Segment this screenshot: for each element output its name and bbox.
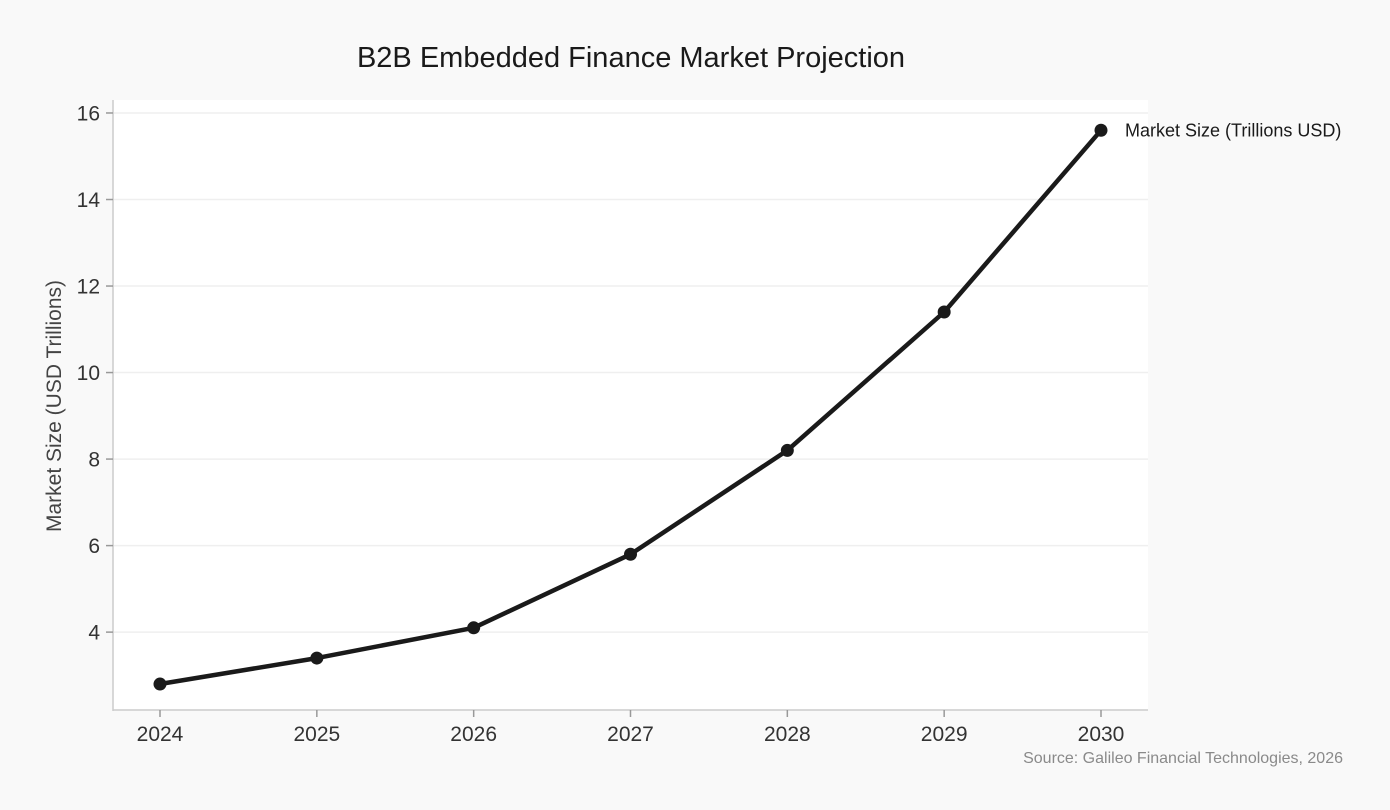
y-tick-label-4: 4	[88, 622, 100, 645]
y-tick-label-16: 16	[77, 102, 100, 125]
data-point-2028	[780, 443, 794, 457]
plot-area	[113, 100, 1148, 710]
x-tick-label-2029: 2029	[921, 723, 968, 746]
data-point-2030	[1094, 123, 1108, 137]
y-axis-ticks: 4 6 8 10 12 14 16	[77, 102, 113, 645]
y-axis-label: Market Size (USD Trillions)	[43, 280, 66, 532]
x-tick-label-2028: 2028	[764, 723, 811, 746]
data-point-2024	[153, 677, 167, 691]
data-points	[153, 123, 1108, 691]
y-tick-label-14: 14	[77, 189, 101, 212]
data-point-2027	[624, 547, 637, 561]
source-note: Source: Galileo Financial Technologies, …	[1023, 750, 1343, 767]
chart-title: B2B Embedded Finance Market Projection	[357, 42, 905, 74]
x-tick-label-2027: 2027	[607, 723, 654, 746]
data-point-2026	[467, 621, 481, 635]
x-axis-ticks: 2024 2025 2026 2027 2028 2029 2030	[137, 710, 1125, 746]
y-tick-label-8: 8	[88, 449, 100, 472]
y-tick-label-12: 12	[77, 276, 100, 299]
data-point-2029	[937, 305, 951, 319]
y-tick-label-6: 6	[88, 535, 100, 558]
x-tick-label-2024: 2024	[137, 723, 184, 746]
data-point-2025	[310, 651, 324, 665]
y-tick-label-10: 10	[77, 362, 100, 385]
x-tick-label-2025: 2025	[293, 723, 340, 746]
gridlines	[113, 112, 1148, 633]
series-label-market-size: Market Size (Trillions USD)	[1125, 120, 1341, 140]
x-tick-label-2030: 2030	[1078, 723, 1125, 746]
x-tick-label-2026: 2026	[450, 723, 497, 746]
